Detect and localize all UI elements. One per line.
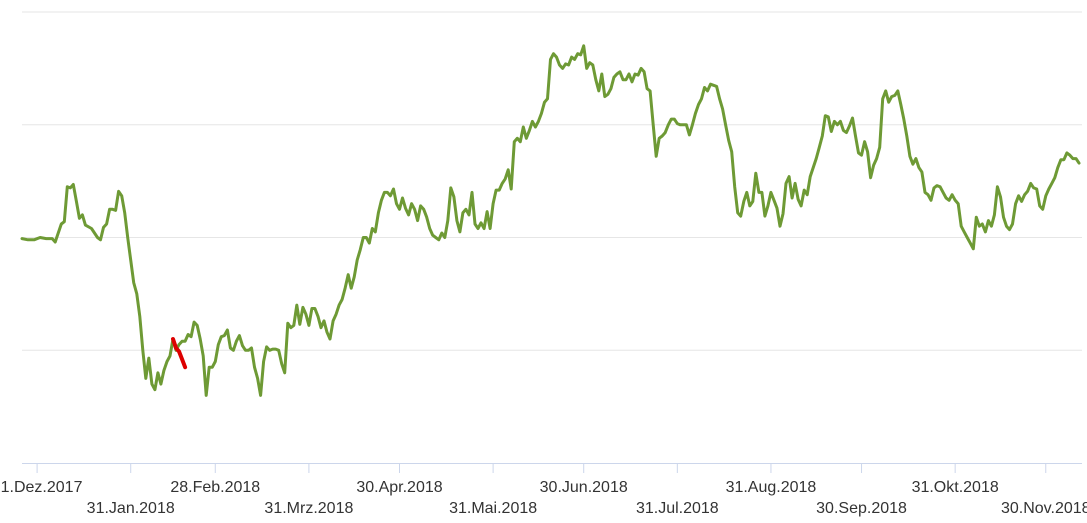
series-line-1: [171, 337, 188, 370]
x-tick-label-9: 30.Sep.2018: [816, 500, 907, 517]
x-tick-label-11: 30.Nov.2018: [1001, 500, 1087, 517]
x-tick-label-8: 31.Aug.2018: [726, 479, 817, 496]
series-line-0: [20, 44, 1081, 397]
series-lines: [20, 44, 1081, 397]
x-tick-label-3: 31.Mrz.2018: [264, 500, 353, 517]
x-tick-label-10: 31.Okt.2018: [912, 479, 999, 496]
x-tick-label-6: 30.Jun.2018: [540, 479, 628, 496]
x-axis: [22, 463, 1082, 473]
x-tick-label-5: 31.Mai.2018: [449, 500, 537, 517]
x-tick-label-4: 30.Apr.2018: [356, 479, 442, 496]
x-tick-label-0: 31.Dez.2017: [0, 479, 83, 496]
grid-lines: [22, 11, 1082, 351]
x-tick-label-1: 31.Jan.2018: [87, 500, 175, 517]
x-tick-label-2: 28.Feb.2018: [170, 479, 260, 496]
x-tick-label-7: 31.Jul.2018: [636, 500, 719, 517]
